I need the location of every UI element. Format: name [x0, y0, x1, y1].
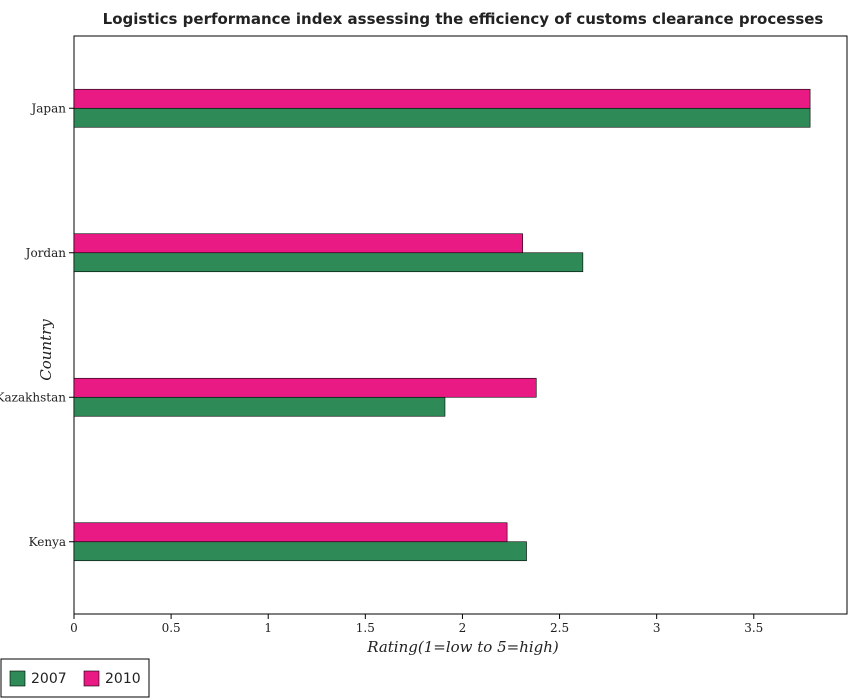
bar-2010-kenya: [73, 522, 508, 543]
legend-swatch-2007: [9, 670, 26, 687]
bar-2010-jordan: [73, 233, 523, 254]
bar-2007-japan: [73, 107, 811, 128]
legend-box: [0, 658, 150, 698]
y-tick-label: Jordan: [24, 246, 67, 260]
chart-title: Logistics performance index assessing th…: [103, 10, 824, 28]
plot-frame: [73, 35, 848, 615]
bar-2007-kazakhstan: [73, 396, 446, 417]
x-tick-label: 3: [653, 621, 661, 635]
x-tick-label: 2.5: [550, 621, 569, 635]
bar-2010-kazakhstan: [73, 377, 537, 398]
x-tick-label: 2: [459, 621, 467, 635]
plot-area: 0 0.5 1 1.5 2 2.5 3 3.5 Japan Jordan Kazakhstan Ken…: [0, 35, 848, 635]
y-axis-label: Country: [37, 319, 55, 381]
bar-2010-japan: [73, 88, 811, 109]
x-tick-label: 0.5: [162, 621, 181, 635]
x-tick-label: 0: [70, 621, 78, 635]
y-tick-label: Japan: [29, 101, 66, 115]
legend-swatch-2010: [83, 670, 100, 687]
legend: 2007 2010: [0, 658, 150, 698]
bar-2007-jordan: [73, 252, 584, 273]
x-tick-label: 1: [264, 621, 272, 635]
x-tick-label: 1.5: [356, 621, 375, 635]
legend-label-2007: 2007: [31, 671, 67, 687]
x-tick-label: 3.5: [744, 621, 763, 635]
legend-label-2010: 2010: [105, 671, 141, 687]
x-axis-label: Rating(1=low to 5=high): [366, 638, 559, 656]
y-tick-label: Kazakhstan: [0, 390, 66, 404]
bar-2007-kenya: [73, 541, 527, 562]
y-tick-label: Kenya: [29, 535, 66, 549]
